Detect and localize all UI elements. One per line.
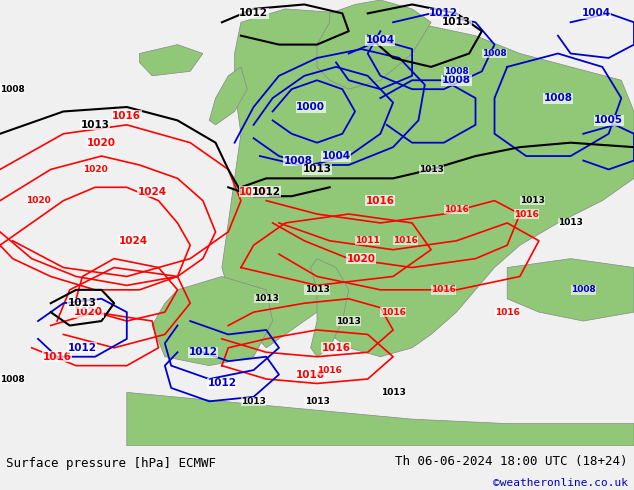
Text: 1008: 1008 (571, 285, 596, 294)
Text: 1012: 1012 (239, 8, 268, 19)
Text: ©weatheronline.co.uk: ©weatheronline.co.uk (493, 478, 628, 489)
Text: 1016: 1016 (42, 352, 72, 362)
Text: 1020: 1020 (74, 307, 103, 317)
Text: 1016: 1016 (296, 369, 325, 380)
Text: 1011: 1011 (355, 236, 380, 245)
Text: 1020: 1020 (82, 165, 108, 174)
Text: 1016: 1016 (393, 236, 418, 245)
Polygon shape (152, 276, 273, 366)
Text: 1012: 1012 (68, 343, 97, 353)
Text: 1004: 1004 (321, 151, 351, 161)
Text: 1016: 1016 (321, 343, 351, 353)
Text: 1012: 1012 (429, 8, 458, 19)
Text: 1012: 1012 (252, 187, 281, 197)
Text: 1013: 1013 (380, 388, 406, 397)
Text: Surface pressure [hPa] ECMWF: Surface pressure [hPa] ECMWF (6, 457, 216, 470)
Text: Th 06-06-2024 18:00 UTC (18+24): Th 06-06-2024 18:00 UTC (18+24) (395, 455, 628, 468)
Text: 1016: 1016 (366, 196, 395, 206)
Text: 1013: 1013 (520, 196, 545, 205)
Text: 1008: 1008 (0, 85, 25, 94)
Text: 1020: 1020 (239, 187, 268, 197)
Text: 1013: 1013 (558, 219, 583, 227)
Text: 1016: 1016 (112, 111, 141, 121)
Text: 1008: 1008 (482, 49, 507, 58)
Polygon shape (317, 0, 431, 89)
Text: 1013: 1013 (68, 298, 97, 308)
Text: 1013: 1013 (304, 397, 330, 406)
Polygon shape (209, 67, 247, 125)
Text: 1024: 1024 (138, 187, 167, 197)
Text: 1000: 1000 (296, 102, 325, 112)
Polygon shape (127, 392, 634, 446)
Text: 1013: 1013 (418, 165, 444, 174)
Text: 1008: 1008 (442, 75, 471, 85)
Text: 1004: 1004 (581, 8, 611, 19)
Text: 1013: 1013 (241, 397, 266, 406)
Text: 1016: 1016 (514, 210, 539, 219)
Text: 1004: 1004 (366, 35, 395, 45)
Text: 1016: 1016 (380, 308, 406, 317)
Text: 1013: 1013 (254, 294, 279, 303)
Text: 1013: 1013 (81, 120, 110, 130)
Text: 1008: 1008 (444, 67, 469, 76)
Text: 1013: 1013 (302, 165, 332, 174)
Text: 1016: 1016 (317, 366, 342, 374)
Text: 1012: 1012 (188, 347, 217, 357)
Text: 1013: 1013 (336, 317, 361, 325)
Polygon shape (139, 45, 203, 76)
Text: 1016: 1016 (495, 308, 520, 317)
Text: 1020: 1020 (347, 254, 376, 264)
Text: 1008: 1008 (283, 155, 313, 166)
Text: 1013: 1013 (304, 285, 330, 294)
Text: 1012: 1012 (207, 378, 236, 389)
Text: 1016: 1016 (431, 285, 456, 294)
Polygon shape (311, 259, 349, 357)
Text: 1020: 1020 (87, 138, 116, 147)
Text: 1008: 1008 (543, 93, 573, 103)
Text: 1013: 1013 (442, 17, 471, 27)
Text: 1008: 1008 (0, 374, 25, 384)
Polygon shape (507, 259, 634, 321)
Text: 1016: 1016 (444, 205, 469, 214)
Text: 1020: 1020 (25, 196, 51, 205)
Text: 1005: 1005 (594, 115, 623, 125)
Polygon shape (222, 9, 634, 357)
Text: 1024: 1024 (119, 236, 148, 246)
